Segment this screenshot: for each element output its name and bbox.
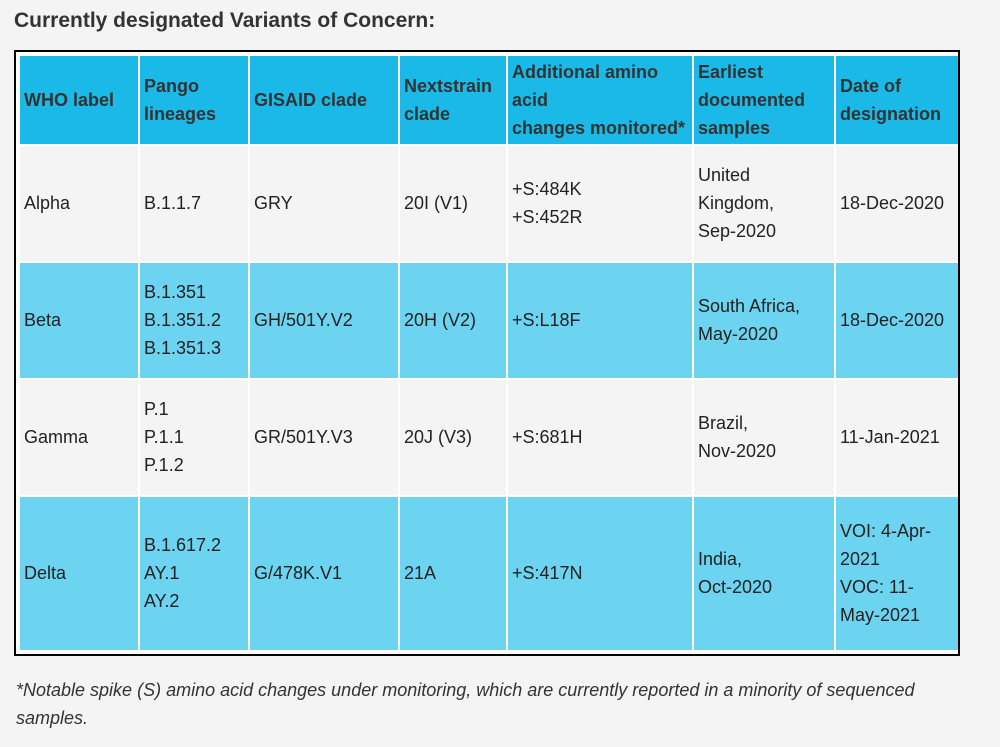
cell-line: +S:484K: [512, 179, 582, 200]
pango-lineages-cell: B.1.1.7: [140, 146, 248, 261]
cell-line: AY.2: [144, 591, 180, 612]
cell-line: Sep-2020: [698, 221, 777, 242]
cell-line: Additional amino: [512, 62, 658, 82]
table-row: Alpha B.1.1.7 GRY 20I (V1) +S:484K +S:452R Uni…: [20, 146, 958, 261]
cell-line: B.1.351: [144, 282, 207, 303]
cell-line: lineages: [144, 104, 217, 124]
cell-line: designation: [840, 104, 942, 124]
table-body: Alpha B.1.1.7 GRY 20I (V1) +S:484K +S:452R Uni…: [20, 146, 958, 650]
cell-line: P.1: [144, 399, 169, 420]
designation-date-cell: VOI: 4-Apr- 2021 VOC: 11- May-2021: [836, 496, 958, 650]
designation-date-cell: 18-Dec-2020: [836, 262, 958, 378]
earliest-samples-cell: South Africa, May-2020: [694, 262, 834, 378]
amino-acid-changes-cell: +S:L18F: [508, 262, 692, 378]
variants-table: WHO label Pango lineages GISAID clade Nextst…: [18, 54, 960, 652]
cell-line: South Africa,: [698, 296, 801, 317]
cell-line: +S:L18F: [512, 310, 581, 331]
cell-line: Brazil,: [698, 413, 749, 434]
table-row: Delta B.1.617.2 AY.1 AY.2 G/478K.V1 21A +S:417…: [20, 496, 958, 650]
who-label-header: WHO label: [20, 56, 138, 144]
page-heading: Currently designated Variants of Concern…: [14, 9, 436, 32]
cell-line: United: [698, 165, 751, 186]
cell-line: India,: [698, 549, 743, 570]
table-row: Gamma P.1 P.1.1 P.1.2 GR/501Y.V3 20J (V3) +S:6…: [20, 379, 958, 495]
cell-line: WHO label: [24, 90, 115, 110]
pango-lineages-cell: P.1 P.1.1 P.1.2: [140, 379, 248, 495]
amino-acid-changes-cell: +S:484K +S:452R: [508, 146, 692, 261]
cell-line: +S:417N: [512, 563, 583, 584]
cell-line: May-2020: [698, 324, 779, 345]
cell-line: clade: [404, 104, 451, 124]
who-label-cell: Alpha: [20, 146, 138, 261]
pango-lineages-cell: B.1.351 B.1.351.2 B.1.351.3: [140, 262, 248, 378]
amino-acid-changes-cell: +S:417N: [508, 496, 692, 650]
cell-line: B.1.617.2: [144, 535, 222, 556]
cell-line: Oct-2020: [698, 577, 773, 598]
designation-date-header: Date of designation: [836, 56, 958, 144]
amino-acid-changes-cell: +S:681H: [508, 379, 692, 495]
who-label-cell: Gamma: [20, 379, 138, 495]
designation-date-cell: 18-Dec-2020: [836, 146, 958, 261]
cell-line: +S:681H: [512, 427, 583, 448]
cell-line: changes monitored*: [512, 118, 686, 138]
gisaid-clade-cell: GH/501Y.V2: [250, 262, 398, 378]
earliest-samples-cell: Brazil, Nov-2020: [694, 379, 834, 495]
table-row: Beta B.1.351 B.1.351.2 B.1.351.3 GH/501Y.V2 2…: [20, 262, 958, 378]
cell-line: P.1.2: [144, 455, 184, 476]
variants-table-frame: WHO label Pango lineages GISAID clade Nextst…: [14, 50, 960, 656]
cell-line: VOI: 4-Apr-: [840, 521, 932, 542]
earliest-samples-header: Earliest documented samples: [694, 56, 834, 144]
pango-lineages-cell: B.1.617.2 AY.1 AY.2: [140, 496, 248, 650]
nextstrain-clade-cell: 20H (V2): [400, 262, 506, 378]
cell-line: 11-Jan-2021: [840, 427, 940, 448]
nextstrain-clade-cell: 20J (V3): [400, 379, 506, 495]
cell-line: 18-Dec-2020: [840, 310, 945, 331]
cell-line: Date of: [840, 76, 902, 96]
cell-line: 2021: [840, 549, 881, 570]
cell-line: samples: [698, 118, 771, 138]
gisaid-clade-cell: G/478K.V1: [250, 496, 398, 650]
cell-line: acid: [512, 90, 549, 110]
cell-line: +S:452R: [512, 207, 583, 228]
amino-acid-changes-header: Additional amino acid changes monitored*: [508, 56, 692, 144]
who-label-cell: Delta: [20, 496, 138, 650]
who-label-cell: Beta: [20, 262, 138, 378]
cell-line: Earliest: [698, 62, 764, 82]
earliest-samples-cell: United Kingdom, Sep-2020: [694, 146, 834, 261]
cell-line: B.1.1.7: [144, 193, 202, 214]
footnote: *Notable spike (S) amino acid changes un…: [16, 680, 915, 728]
earliest-samples-cell: India, Oct-2020: [694, 496, 834, 650]
cell-line: Nextstrain: [404, 76, 493, 96]
cell-line: GISAID clade: [254, 90, 368, 110]
cell-line: Nov-2020: [698, 441, 777, 462]
gisaid-clade-cell: GRY: [250, 146, 398, 261]
cell-line: VOC: 11-: [840, 577, 914, 598]
cell-line: Pango: [144, 76, 200, 96]
table-header: WHO label Pango lineages GISAID clade Nextst…: [20, 56, 958, 144]
cell-line: AY.1: [144, 563, 180, 584]
cell-line: P.1.1: [144, 427, 184, 448]
pango-lineages-header: Pango lineages: [140, 56, 248, 144]
cell-line: May-2021: [840, 605, 921, 626]
nextstrain-clade-header: Nextstrain clade: [400, 56, 506, 144]
cell-line: Kingdom,: [698, 193, 775, 214]
nextstrain-clade-cell: 20I (V1): [400, 146, 506, 261]
cell-line: B.1.351.3: [144, 338, 222, 359]
gisaid-clade-header: GISAID clade: [250, 56, 398, 144]
header-row: WHO label Pango lineages GISAID clade Nextst…: [20, 56, 958, 144]
cell-line: B.1.351.2: [144, 310, 222, 331]
nextstrain-clade-cell: 21A: [400, 496, 506, 650]
designation-date-cell: 11-Jan-2021: [836, 379, 958, 495]
cell-line: documented: [698, 90, 806, 110]
gisaid-clade-cell: GR/501Y.V3: [250, 379, 398, 495]
cell-line: 18-Dec-2020: [840, 193, 945, 214]
